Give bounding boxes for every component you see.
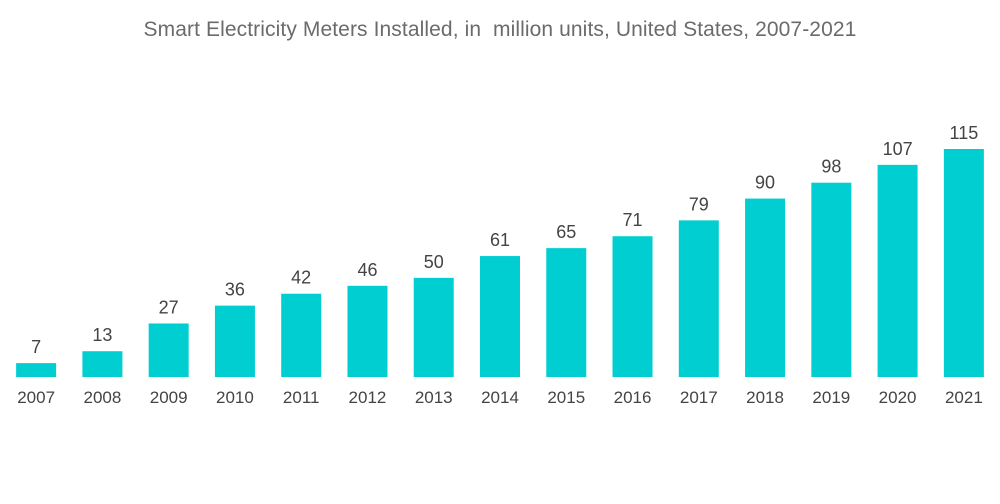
x-tick-label-2008: 2008 [83,388,121,407]
bar-2011 [281,293,322,377]
x-tick-label-2018: 2018 [746,388,784,407]
value-label-2007: 7 [31,337,41,357]
value-label-2018: 90 [755,173,775,193]
x-tick-label-2011: 2011 [283,388,320,407]
bar-2012 [347,285,388,377]
bar-2007 [16,363,57,377]
x-tick-label-2012: 2012 [349,388,387,407]
value-label-2021: 115 [950,123,979,143]
bar-2016 [612,236,653,377]
x-axis-ticks: 2007 2008 2009 2010 2011 2012 2013 2014 2015 2016… [17,388,983,407]
bar-2013 [413,277,454,377]
x-tick-label-2013: 2013 [415,388,453,407]
value-label-2015: 65 [556,222,576,242]
x-tick-label-2020: 2020 [879,388,917,407]
bar-2009 [148,323,189,377]
bar-2008 [82,351,123,377]
x-tick-label-2009: 2009 [150,388,188,407]
bar-2017 [678,220,719,377]
bar-2020 [877,164,918,377]
bar-2015 [546,248,587,377]
bar-2018 [745,198,786,377]
x-tick-label-2014: 2014 [481,388,519,407]
value-label-2008: 13 [92,325,112,345]
value-label-2020: 107 [883,139,913,159]
x-tick-label-2016: 2016 [614,388,652,407]
x-tick-label-2019: 2019 [812,388,850,407]
bar-2019 [811,182,852,377]
value-label-2017: 79 [689,194,709,214]
value-label-2012: 46 [357,260,377,280]
value-label-2014: 61 [490,230,510,250]
value-label-2009: 27 [159,297,179,317]
value-label-2013: 50 [424,252,444,272]
x-tick-label-2007: 2007 [17,388,55,407]
value-label-2011: 42 [291,268,311,288]
bar-2014 [480,256,520,377]
value-label-2010: 36 [225,280,245,300]
value-label-2016: 71 [623,210,643,230]
chart-title: Smart Electricity Meters Installed, in m… [143,18,857,41]
value-labels-group: 7 13 27 36 42 46 50 61 65 71 79 90 98 107 115 [31,123,978,357]
bars-group [16,149,984,377]
bar-2021 [943,149,984,377]
x-tick-label-2010: 2010 [216,388,254,407]
x-tick-label-2017: 2017 [680,388,718,407]
x-tick-label-2015: 2015 [547,388,585,407]
value-label-2019: 98 [821,157,841,177]
x-tick-label-2021: 2021 [945,388,983,407]
bar-2010 [214,305,255,377]
